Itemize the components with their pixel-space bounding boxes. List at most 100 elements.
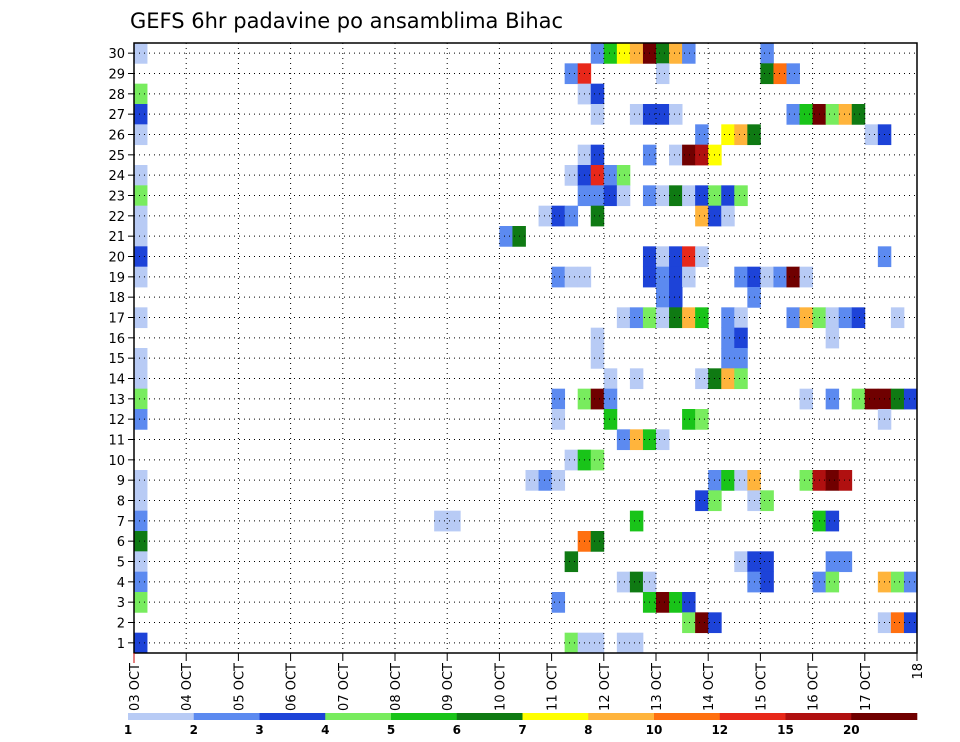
heatmap-cell xyxy=(603,185,618,207)
heatmap-cell xyxy=(734,551,748,573)
heatmap-cell xyxy=(656,287,670,308)
y-tick-label: 2 xyxy=(117,617,125,632)
x-tick-label: 09 OCT xyxy=(441,663,456,711)
heatmap-cell xyxy=(721,470,735,491)
y-tick-label: 9 xyxy=(117,474,125,489)
heatmap-cell xyxy=(525,470,539,491)
y-tick-label: 3 xyxy=(117,596,125,611)
heatmap-cell xyxy=(590,165,605,186)
heatmap-cell xyxy=(616,632,631,654)
heatmap-cell xyxy=(851,307,866,329)
heatmap-cell xyxy=(656,104,670,125)
heatmap-cell xyxy=(903,388,918,410)
heatmap-cell xyxy=(890,612,905,634)
heatmap-cell xyxy=(134,388,148,410)
heatmap-cell xyxy=(734,470,748,491)
x-tick-label: 16 OCT xyxy=(807,663,822,711)
x-tick-label: 10 OCT xyxy=(493,663,508,711)
heatmap-cell xyxy=(590,185,605,207)
heatmap-cell xyxy=(134,165,148,186)
heatmap-cell xyxy=(682,246,696,268)
y-tick-label: 1 xyxy=(117,637,125,652)
y-tick-label: 14 xyxy=(108,373,125,388)
y-tick-label: 23 xyxy=(108,190,125,205)
y-tick-label: 26 xyxy=(108,129,125,144)
x-tick-label: 15 OCT xyxy=(754,663,769,711)
heatmap-cell xyxy=(825,510,840,532)
heatmap-cell xyxy=(825,388,840,410)
heatmap-cell xyxy=(564,551,579,573)
y-tick-label: 27 xyxy=(108,108,125,123)
colorbar-swatch xyxy=(456,713,523,720)
heatmap-cell xyxy=(890,388,905,410)
heatmap-cell xyxy=(134,348,148,369)
heatmap-cell xyxy=(669,266,683,288)
heatmap-cell xyxy=(825,551,840,573)
heatmap-cell xyxy=(551,205,566,227)
heatmap-cell xyxy=(682,409,696,430)
heatmap-cell xyxy=(799,307,813,329)
heatmap-cell xyxy=(864,388,879,410)
colorbar-label: 7 xyxy=(518,723,526,737)
heatmap-cell xyxy=(695,307,709,329)
heatmap-cell xyxy=(656,43,670,64)
heatmap-cell xyxy=(669,246,683,268)
heatmap-cell xyxy=(551,592,566,613)
heatmap-cell xyxy=(564,266,579,288)
heatmap-cell xyxy=(669,144,683,166)
x-tick-label: 14 OCT xyxy=(702,663,717,711)
heatmap-cell xyxy=(134,246,148,268)
heatmap-cell xyxy=(590,83,605,105)
heatmap-cell xyxy=(629,368,644,390)
colorbar-swatch xyxy=(325,713,392,720)
heatmap-cell xyxy=(838,104,853,125)
heatmap-cell xyxy=(134,266,148,288)
colorbar-swatch xyxy=(391,713,458,720)
heatmap-cell xyxy=(603,368,618,390)
colorbar-swatch xyxy=(719,713,786,720)
heatmap-cell xyxy=(799,104,813,125)
heatmap-cell xyxy=(682,612,696,634)
heatmap-cell xyxy=(590,144,605,166)
heatmap-cell xyxy=(564,449,579,471)
y-tick-label: 30 xyxy=(108,47,125,62)
heatmap-cell xyxy=(134,124,148,146)
heatmap-cell xyxy=(564,205,579,227)
y-tick-label: 5 xyxy=(117,556,125,571)
heatmap-cell xyxy=(629,104,644,125)
heatmap-cell xyxy=(590,205,605,227)
heatmap-cell xyxy=(669,104,683,125)
heatmap-cell xyxy=(629,307,644,329)
heatmap-cell xyxy=(656,429,670,451)
colorbar-swatch xyxy=(588,713,655,720)
y-tick-label: 24 xyxy=(108,169,125,184)
heatmap-cell xyxy=(695,409,709,430)
heatmap-cell xyxy=(629,429,644,451)
heatmap-cell xyxy=(721,348,735,369)
y-tick-label: 22 xyxy=(108,210,125,225)
heatmap-cell xyxy=(825,307,840,329)
y-tick-label: 12 xyxy=(108,413,125,428)
heatmap-cell xyxy=(825,327,840,349)
x-tick-label: 13 OCT xyxy=(650,663,665,711)
y-tick-label: 25 xyxy=(108,149,125,164)
heatmap-cell xyxy=(786,104,800,125)
heatmap-cell xyxy=(760,43,774,64)
y-tick-label: 11 xyxy=(108,434,125,449)
heatmap-cell xyxy=(721,205,735,227)
heatmap-cell xyxy=(721,185,735,207)
heatmap-cell xyxy=(760,571,774,593)
heatmap-cell xyxy=(721,368,735,390)
heatmap-cell xyxy=(616,429,631,451)
heatmap-cell xyxy=(656,307,670,329)
heatmap-cell xyxy=(734,185,748,207)
heatmap-cell xyxy=(590,449,605,471)
heatmap-cell xyxy=(603,388,618,410)
heatmap-cell xyxy=(760,266,774,288)
y-axis: 1234567891011121314151617181920212223242… xyxy=(108,47,134,652)
heatmap-cell xyxy=(564,63,579,85)
heatmap-cell xyxy=(903,612,918,634)
x-tick-label: 06 OCT xyxy=(285,663,300,711)
heatmap-cell xyxy=(434,510,448,532)
